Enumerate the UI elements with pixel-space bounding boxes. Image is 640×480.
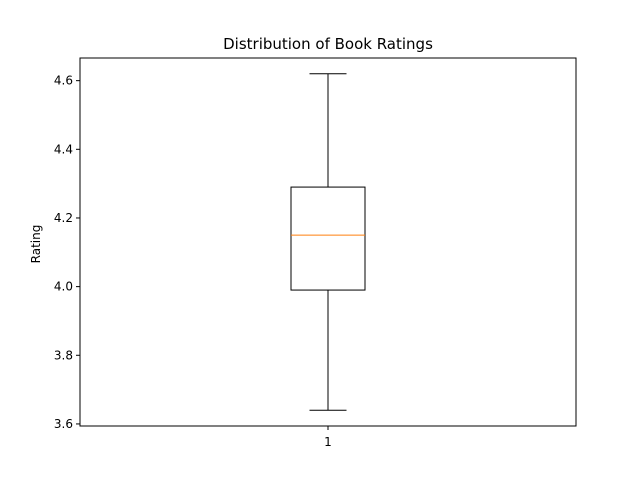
box-group <box>290 73 366 411</box>
y-tick-label: 4.2 <box>54 211 73 225</box>
y-tick-label: 4.4 <box>54 142 73 156</box>
y-tick-label: 3.6 <box>54 417 73 431</box>
x-axis-ticks: 1 <box>324 426 332 449</box>
y-tick-label: 3.8 <box>54 348 73 362</box>
y-tick-label: 4.0 <box>54 280 73 294</box>
x-tick-label: 1 <box>324 435 332 449</box>
chart-title: Distribution of Book Ratings <box>223 35 433 53</box>
y-axis-label: Rating <box>29 225 43 264</box>
y-tick-label: 4.6 <box>54 74 73 88</box>
box-body <box>290 186 366 291</box>
y-axis-ticks: 3.6 3.8 4.0 4.2 4.4 4.6 <box>54 74 80 431</box>
